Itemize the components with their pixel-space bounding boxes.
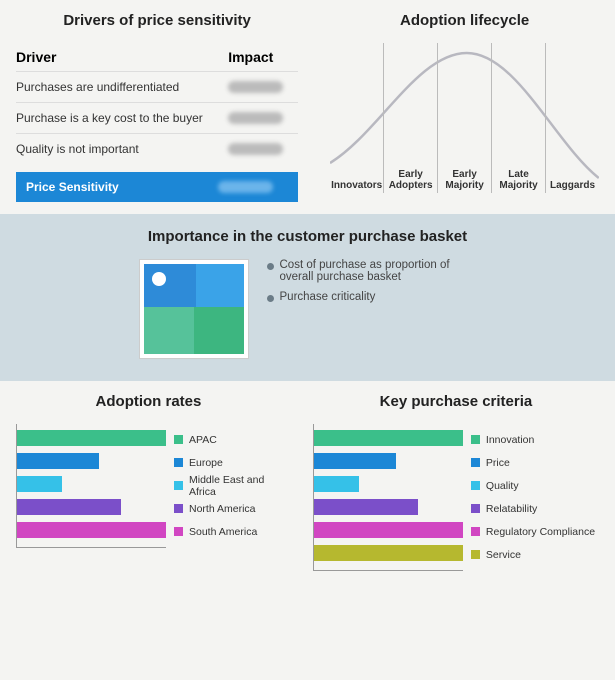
bar bbox=[17, 453, 99, 469]
drivers-header-driver: Driver bbox=[16, 49, 228, 65]
treemap-cell bbox=[144, 307, 194, 354]
swatch-icon bbox=[174, 481, 183, 490]
bar bbox=[314, 430, 463, 446]
basket-title: Importance in the customer purchase bask… bbox=[0, 228, 615, 245]
bar-row bbox=[314, 543, 463, 563]
lifecycle-title: Adoption lifecycle bbox=[330, 12, 599, 29]
drivers-row: Quality is not important bbox=[16, 133, 298, 164]
bar-row bbox=[314, 451, 463, 471]
bar-row bbox=[314, 497, 463, 517]
bar-legend-item: Europe bbox=[174, 451, 281, 474]
criteria-legend: InnovationPriceQualityRelatabilityRegula… bbox=[471, 424, 599, 566]
drivers-summary-label: Price Sensitivity bbox=[26, 180, 218, 194]
bar-row bbox=[314, 474, 463, 494]
driver-label: Purchases are undifferentiated bbox=[16, 80, 228, 94]
adoption-title: Adoption rates bbox=[16, 393, 281, 410]
swatch-icon bbox=[471, 458, 480, 467]
blurred-value bbox=[228, 81, 283, 93]
drivers-header-impact: Impact bbox=[228, 49, 298, 65]
bar bbox=[17, 430, 166, 446]
bar-row bbox=[314, 520, 463, 540]
basket-treemap bbox=[139, 259, 249, 359]
bullet-icon bbox=[267, 295, 274, 302]
drivers-row: Purchases are undifferentiated bbox=[16, 71, 298, 102]
adoption-legend: APACEuropeMiddle East and AfricaNorth Am… bbox=[174, 424, 281, 543]
basket-legend: Cost of purchase as proportion of overal… bbox=[267, 259, 477, 311]
basket-legend-item: Cost of purchase as proportion of overal… bbox=[267, 259, 477, 283]
blurred-value bbox=[228, 143, 283, 155]
drivers-row: Purchase is a key cost to the buyer bbox=[16, 102, 298, 133]
adoption-bars bbox=[16, 424, 166, 548]
lifecycle-segment: Innovators bbox=[330, 43, 383, 193]
bar bbox=[314, 499, 418, 515]
bar-legend-item: APAC bbox=[174, 428, 281, 451]
bar bbox=[17, 499, 121, 515]
treemap-dot bbox=[152, 272, 166, 286]
swatch-icon bbox=[471, 504, 480, 513]
lifecycle-segment: EarlyMajority bbox=[437, 43, 491, 193]
swatch-icon bbox=[471, 435, 480, 444]
drivers-summary: Price Sensitivity bbox=[16, 172, 298, 202]
criteria-bars bbox=[313, 424, 463, 571]
bar-legend-item: Regulatory Compliance bbox=[471, 520, 599, 543]
bar bbox=[17, 522, 166, 538]
treemap-cell bbox=[194, 307, 244, 354]
drivers-title: Drivers of price sensitivity bbox=[16, 12, 298, 29]
bar-legend-item: Relatability bbox=[471, 497, 599, 520]
criteria-title: Key purchase criteria bbox=[313, 393, 599, 410]
bar-row bbox=[17, 474, 166, 494]
bar-legend-item: Price bbox=[471, 451, 599, 474]
blurred-value bbox=[218, 181, 273, 193]
bar bbox=[314, 476, 359, 492]
driver-label: Quality is not important bbox=[16, 142, 228, 156]
bar bbox=[314, 522, 463, 538]
bar-row bbox=[17, 497, 166, 517]
bar-row bbox=[17, 428, 166, 448]
swatch-icon bbox=[174, 458, 183, 467]
bar-legend-item: Service bbox=[471, 543, 599, 566]
driver-label: Purchase is a key cost to the buyer bbox=[16, 111, 228, 125]
lifecycle-segment: Laggards bbox=[545, 43, 599, 193]
swatch-icon bbox=[174, 527, 183, 536]
bullet-icon bbox=[267, 263, 274, 270]
basket-legend-item: Purchase criticality bbox=[267, 291, 477, 303]
bar bbox=[17, 476, 62, 492]
bar-row bbox=[314, 428, 463, 448]
basket-section: Importance in the customer purchase bask… bbox=[0, 214, 615, 381]
swatch-icon bbox=[471, 550, 480, 559]
lifecycle-segment: LateMajority bbox=[491, 43, 545, 193]
bar-legend-item: Quality bbox=[471, 474, 599, 497]
swatch-icon bbox=[471, 481, 480, 490]
bar bbox=[314, 545, 463, 561]
treemap-cell bbox=[196, 264, 244, 307]
bar-legend-item: North America bbox=[174, 497, 281, 520]
lifecycle-segment: EarlyAdopters bbox=[383, 43, 437, 193]
blurred-value bbox=[228, 112, 283, 124]
swatch-icon bbox=[174, 435, 183, 444]
bar bbox=[314, 453, 396, 469]
treemap-cell bbox=[144, 264, 196, 307]
bar-legend-item: Middle East and Africa bbox=[174, 474, 281, 497]
bar-legend-item: South America bbox=[174, 520, 281, 543]
bar-row bbox=[17, 451, 166, 471]
lifecycle-chart: InnovatorsEarlyAdoptersEarlyMajorityLate… bbox=[330, 43, 599, 193]
swatch-icon bbox=[471, 527, 480, 536]
bar-legend-item: Innovation bbox=[471, 428, 599, 451]
swatch-icon bbox=[174, 504, 183, 513]
drivers-header: Driver Impact bbox=[16, 43, 298, 71]
bar-row bbox=[17, 520, 166, 540]
